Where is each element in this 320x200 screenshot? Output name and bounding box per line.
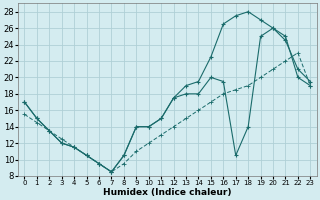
X-axis label: Humidex (Indice chaleur): Humidex (Indice chaleur)	[103, 188, 232, 197]
